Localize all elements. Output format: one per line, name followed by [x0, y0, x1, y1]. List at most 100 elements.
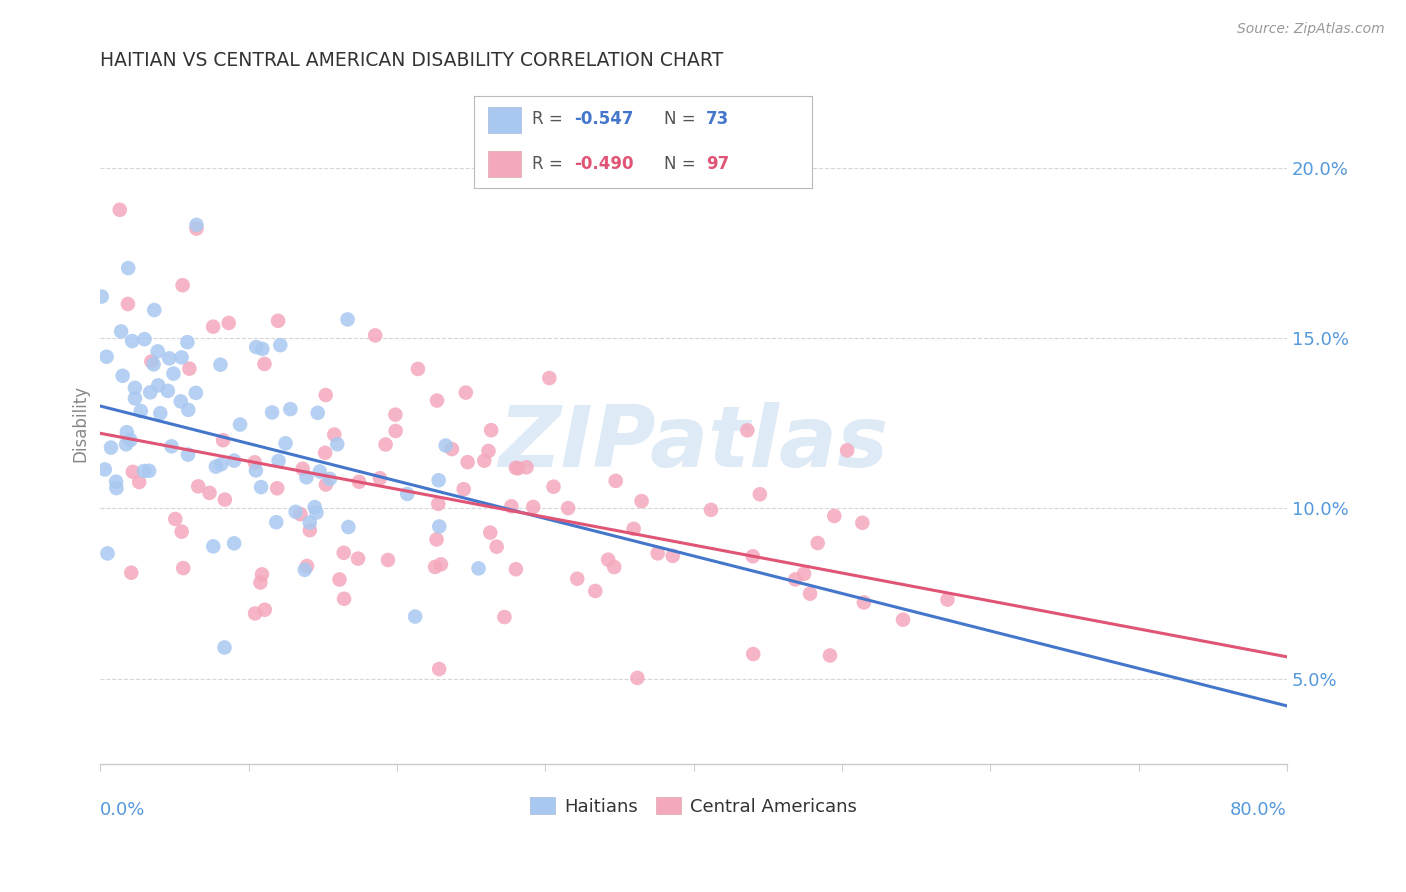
- Text: ZIPatlas: ZIPatlas: [499, 402, 889, 485]
- Point: [90, 289, 112, 303]
- Point: [295, 559, 318, 574]
- Point: [94, 462, 117, 476]
- Point: [224, 536, 246, 550]
- Point: [298, 516, 321, 530]
- Point: [149, 406, 172, 420]
- Point: [209, 358, 232, 372]
- Point: [396, 487, 419, 501]
- Point: [120, 566, 142, 580]
- Point: [427, 473, 450, 487]
- Point: [477, 444, 499, 458]
- Point: [304, 500, 326, 515]
- Point: [138, 464, 160, 478]
- Point: [117, 297, 139, 311]
- Point: [467, 561, 489, 575]
- Point: [479, 525, 502, 540]
- Point: [218, 316, 240, 330]
- Point: [162, 367, 184, 381]
- Point: [567, 572, 589, 586]
- Point: [290, 507, 312, 521]
- Point: [177, 448, 200, 462]
- Point: [172, 278, 194, 293]
- Point: [347, 475, 370, 489]
- Point: [148, 378, 170, 392]
- Point: [347, 551, 370, 566]
- Point: [132, 464, 155, 478]
- Point: [243, 607, 266, 621]
- Point: [298, 523, 321, 537]
- Point: [111, 368, 134, 383]
- Point: [198, 486, 221, 500]
- Point: [262, 405, 284, 419]
- Point: [124, 381, 146, 395]
- Point: [212, 434, 235, 448]
- Point: [121, 465, 143, 479]
- Point: [177, 402, 200, 417]
- Point: [374, 437, 396, 451]
- Point: [891, 613, 914, 627]
- Point: [157, 351, 180, 366]
- Point: [630, 494, 652, 508]
- Point: [315, 477, 337, 491]
- Point: [105, 475, 128, 489]
- Point: [121, 334, 143, 348]
- Point: [936, 592, 959, 607]
- Point: [823, 508, 845, 523]
- Point: [505, 562, 527, 576]
- Point: [165, 512, 187, 526]
- Y-axis label: Disability: Disability: [72, 384, 89, 462]
- Point: [319, 472, 342, 486]
- Point: [647, 546, 669, 560]
- Point: [187, 479, 209, 493]
- Point: [186, 221, 208, 235]
- Point: [96, 546, 118, 560]
- Point: [742, 647, 765, 661]
- Point: [404, 609, 426, 624]
- Point: [522, 500, 544, 514]
- Point: [485, 540, 508, 554]
- Point: [115, 437, 138, 451]
- Point: [250, 480, 273, 494]
- Point: [440, 442, 463, 456]
- Point: [368, 471, 391, 485]
- Point: [245, 463, 267, 477]
- Point: [243, 455, 266, 469]
- Point: [143, 303, 166, 318]
- Text: 0.0%: 0.0%: [100, 801, 146, 820]
- Point: [266, 481, 288, 495]
- Point: [267, 314, 290, 328]
- Point: [423, 560, 446, 574]
- Point: [793, 566, 815, 581]
- Point: [141, 354, 163, 368]
- Point: [454, 385, 477, 400]
- Point: [245, 340, 267, 354]
- Point: [252, 342, 274, 356]
- Point: [291, 462, 314, 476]
- Point: [214, 640, 236, 655]
- Point: [170, 394, 193, 409]
- Point: [799, 587, 821, 601]
- Point: [333, 591, 356, 606]
- Point: [96, 350, 118, 364]
- Point: [142, 358, 165, 372]
- Point: [384, 408, 406, 422]
- Point: [377, 553, 399, 567]
- Text: HAITIAN VS CENTRAL AMERICAN DISABILITY CORRELATION CHART: HAITIAN VS CENTRAL AMERICAN DISABILITY C…: [100, 51, 724, 70]
- Point: [427, 497, 450, 511]
- Point: [364, 328, 387, 343]
- Point: [427, 519, 450, 533]
- Point: [294, 563, 316, 577]
- Point: [176, 335, 198, 350]
- Point: [457, 455, 479, 469]
- Point: [326, 437, 349, 451]
- Point: [328, 573, 350, 587]
- Point: [472, 453, 495, 467]
- Point: [785, 573, 807, 587]
- Point: [266, 515, 288, 529]
- Point: [229, 417, 252, 432]
- Point: [307, 406, 329, 420]
- Point: [172, 561, 194, 575]
- Point: [100, 441, 122, 455]
- Point: [117, 261, 139, 276]
- Point: [557, 501, 579, 516]
